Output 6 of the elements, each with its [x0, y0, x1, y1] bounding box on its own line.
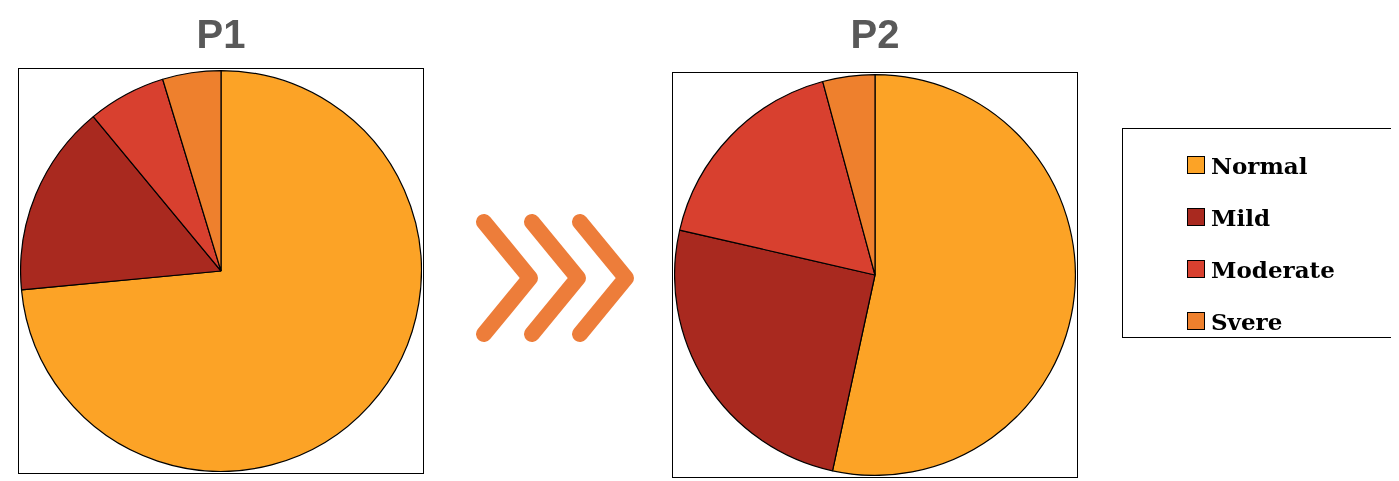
chart-title: P1	[195, 12, 247, 57]
chart-title: P2	[849, 12, 901, 57]
legend-label: Svere	[1211, 307, 1283, 335]
legend-label: Mild	[1211, 203, 1271, 231]
legend-label: Normal	[1211, 151, 1308, 179]
legend-label: Moderate	[1211, 255, 1335, 283]
